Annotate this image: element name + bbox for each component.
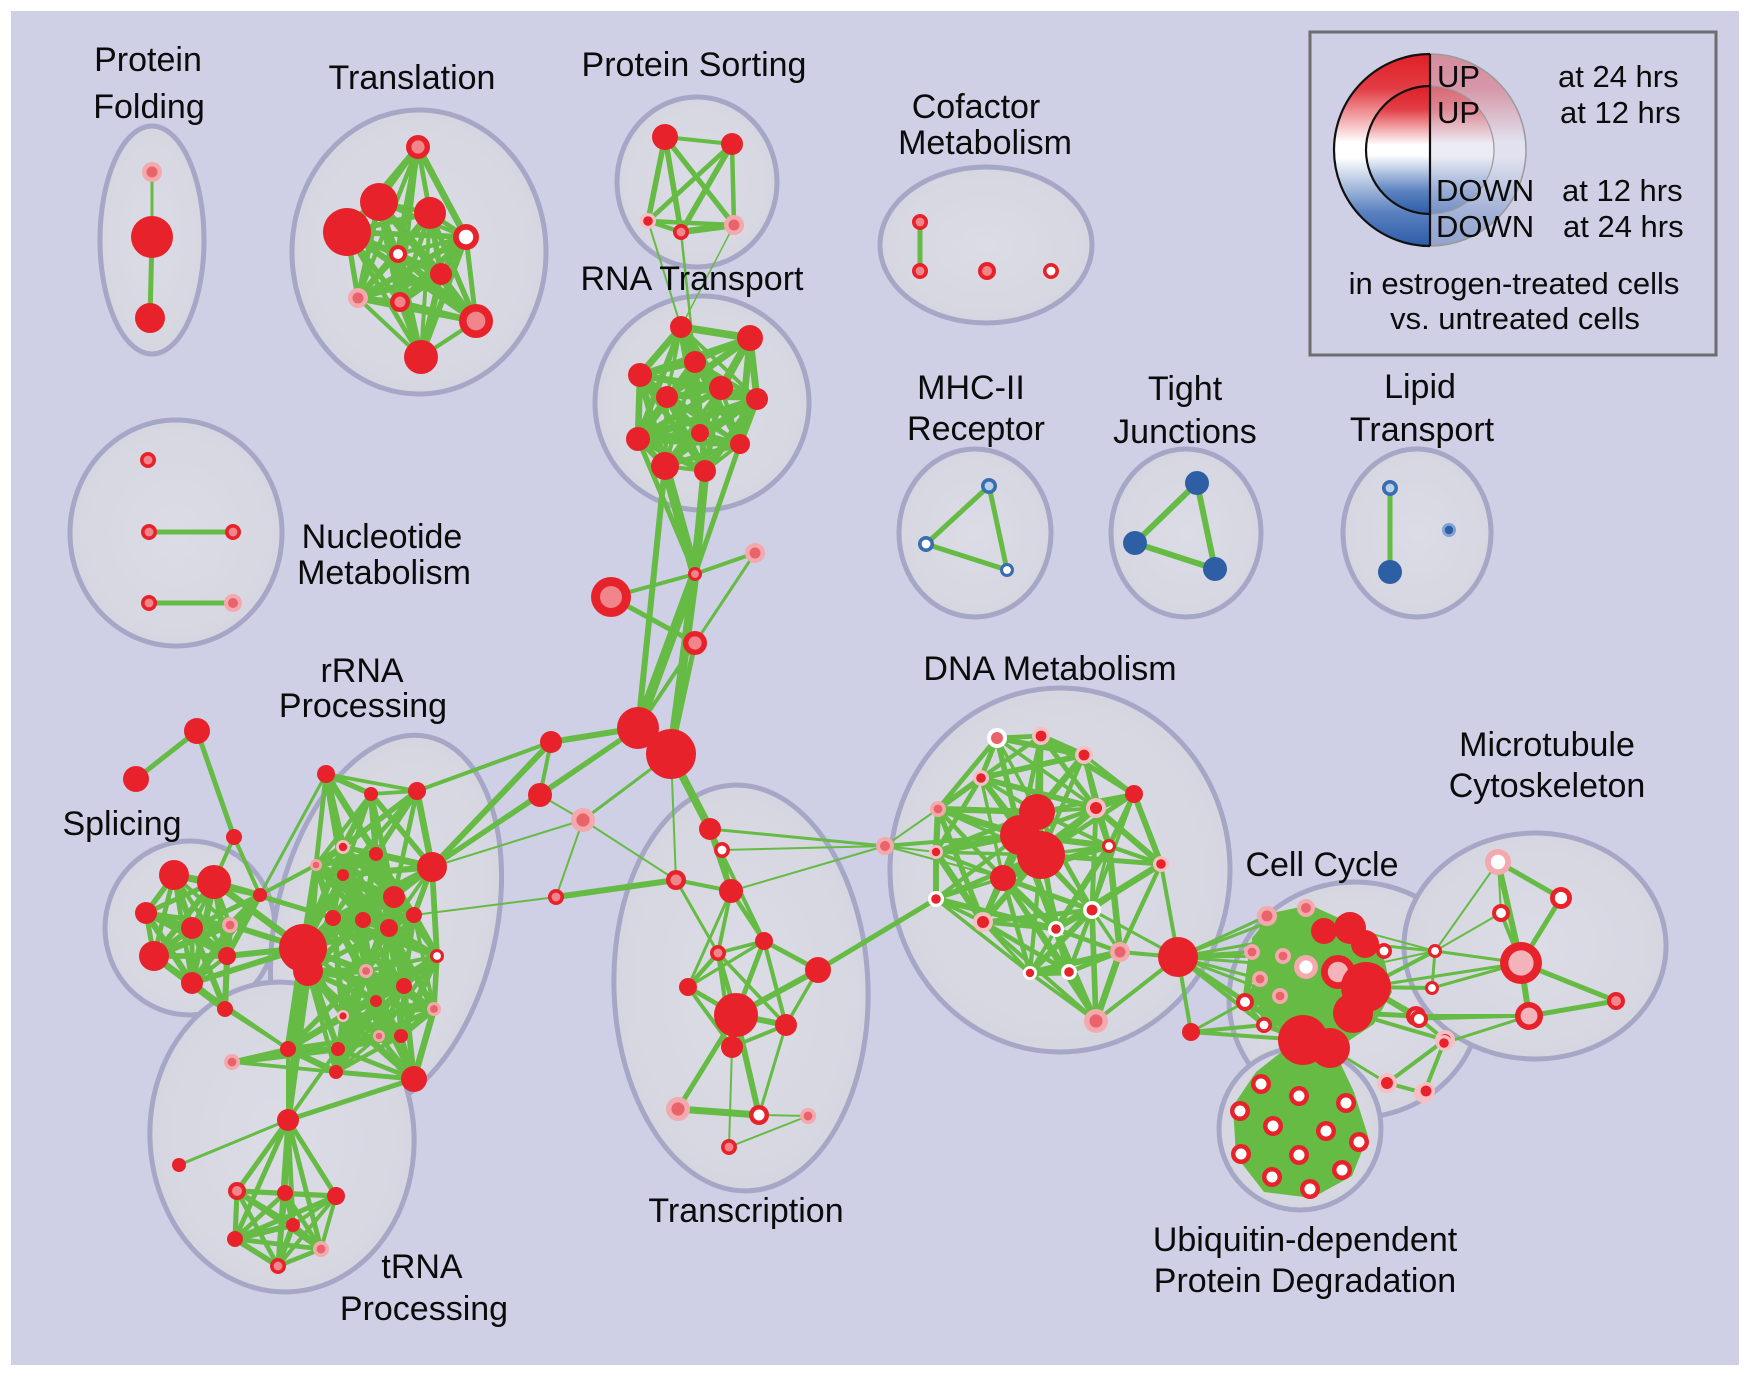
svg-text:in estrogen-treated cells: in estrogen-treated cells [1349,266,1680,301]
svg-text:MHC-II: MHC-II [917,369,1025,407]
svg-text:UP: UP [1437,95,1480,130]
svg-text:rRNA: rRNA [320,652,403,690]
svg-text:DOWN: DOWN [1436,173,1534,208]
svg-text:Microtubule: Microtubule [1459,726,1635,764]
svg-text:Metabolism: Metabolism [297,554,471,592]
svg-text:DNA Metabolism: DNA Metabolism [923,650,1176,688]
svg-text:Transcription: Transcription [648,1192,843,1230]
svg-text:Ubiquitin-dependent: Ubiquitin-dependent [1153,1221,1458,1259]
svg-text:at 12 hrs: at 12 hrs [1562,173,1683,208]
svg-text:Folding: Folding [93,88,205,126]
svg-text:Cytoskeleton: Cytoskeleton [1449,767,1646,805]
svg-text:UP: UP [1437,59,1480,94]
svg-text:RNA Transport: RNA Transport [581,260,805,298]
svg-text:vs. untreated cells: vs. untreated cells [1390,301,1640,336]
svg-text:Nucleotide: Nucleotide [302,518,463,556]
svg-text:Protein Degradation: Protein Degradation [1154,1262,1456,1300]
svg-text:Tight: Tight [1148,370,1223,408]
svg-text:Splicing: Splicing [62,805,181,843]
svg-text:Lipid: Lipid [1384,368,1456,406]
svg-text:tRNA: tRNA [381,1248,463,1286]
svg-text:Protein Sorting: Protein Sorting [582,46,807,84]
svg-text:at 12 hrs: at 12 hrs [1560,95,1681,130]
svg-text:Protein: Protein [94,41,202,79]
svg-text:Processing: Processing [340,1290,508,1328]
svg-text:Transport: Transport [1350,411,1495,449]
svg-text:Junctions: Junctions [1113,413,1257,451]
svg-text:Translation: Translation [329,59,496,97]
svg-text:Processing: Processing [279,687,447,725]
svg-text:at 24 hrs: at 24 hrs [1563,209,1684,244]
svg-text:Cell Cycle: Cell Cycle [1245,846,1398,884]
svg-text:Cofactor: Cofactor [912,88,1041,126]
svg-text:DOWN: DOWN [1436,209,1534,244]
svg-text:at 24 hrs: at 24 hrs [1558,59,1679,94]
svg-text:Metabolism: Metabolism [898,124,1072,162]
svg-text:Receptor: Receptor [907,410,1045,448]
